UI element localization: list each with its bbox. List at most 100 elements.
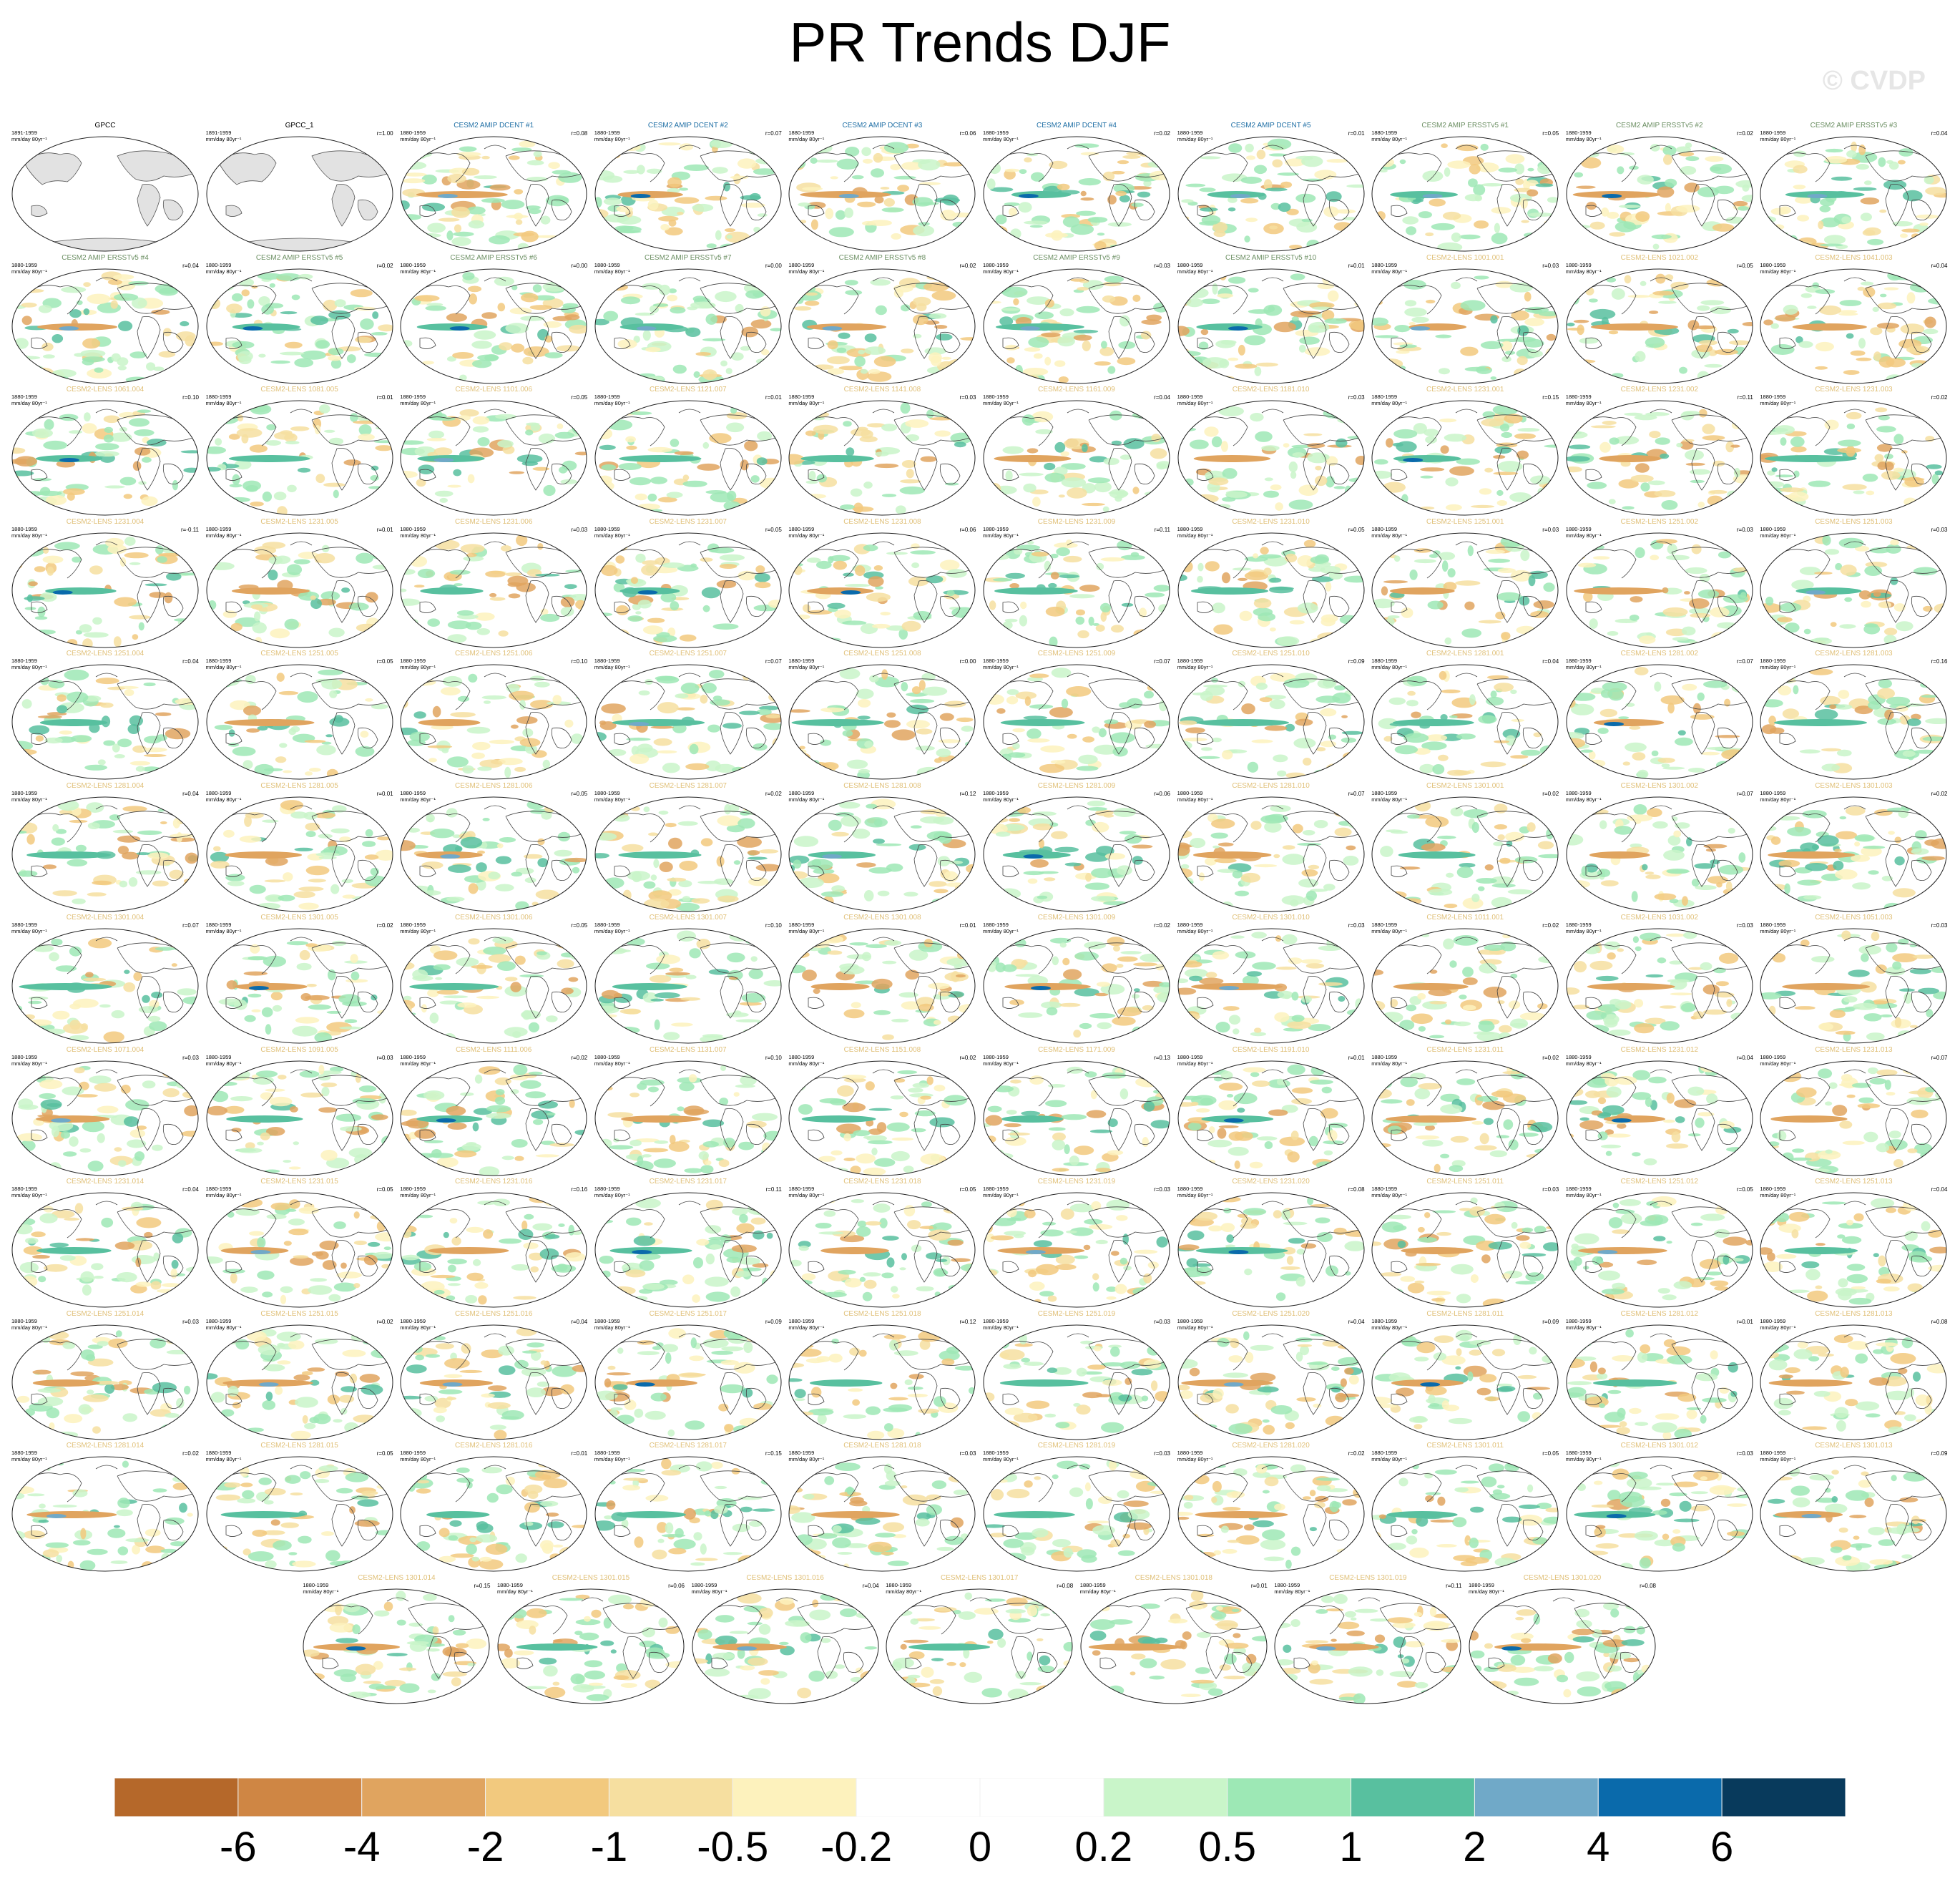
trend-patch xyxy=(234,459,252,470)
coastline xyxy=(311,810,388,842)
trend-patch xyxy=(676,211,684,215)
coastline xyxy=(552,463,572,485)
precip-trend-field xyxy=(218,150,388,251)
panel-period: 1880-1959 xyxy=(11,525,37,532)
trend-patch xyxy=(763,766,775,772)
map-panel: CESM2 AMIP DCENT #3 1880-1959 mm/day 80yr⁻… xyxy=(787,122,977,253)
trend-patch xyxy=(1568,444,1590,449)
trend-patch xyxy=(136,851,150,855)
coastline xyxy=(1088,546,1165,578)
trend-patch xyxy=(474,175,498,180)
trend-patch xyxy=(760,348,769,355)
trend-patch xyxy=(1817,834,1840,846)
trend-patch xyxy=(1269,627,1276,632)
trend-patch xyxy=(1200,298,1220,304)
trend-patch xyxy=(1119,454,1132,460)
map-border xyxy=(1760,136,1947,252)
trend-patch xyxy=(1057,336,1075,346)
trend-patch xyxy=(438,218,460,222)
map-border xyxy=(983,532,1170,648)
trend-patch xyxy=(1160,290,1170,299)
trend-patch xyxy=(1864,622,1878,627)
trend-patch xyxy=(1273,854,1280,858)
trend-patch xyxy=(764,675,781,679)
trend-patch xyxy=(765,1035,781,1042)
trend-patch xyxy=(1008,768,1017,772)
trend-patch xyxy=(1924,175,1934,185)
trend-patch xyxy=(1723,594,1748,603)
trend-patch xyxy=(1572,803,1583,813)
trend-patch xyxy=(1916,766,1936,778)
trend-patch xyxy=(1035,429,1053,434)
trend-patch xyxy=(1640,482,1650,492)
trend-patch xyxy=(111,353,121,362)
trend-patch xyxy=(401,588,407,592)
trend-patch xyxy=(1263,179,1273,190)
trend-patch xyxy=(956,886,976,899)
trend-patch xyxy=(1655,437,1670,445)
trend-patch xyxy=(1304,346,1330,356)
panel-correlation: r=0.08 xyxy=(571,130,588,137)
trend-patch xyxy=(331,804,347,813)
trend-patch xyxy=(875,676,900,688)
trend-patch xyxy=(1820,695,1841,706)
trend-patch xyxy=(1911,848,1929,855)
coastline xyxy=(1496,448,1521,491)
trend-patch xyxy=(1599,708,1617,718)
trend-patch xyxy=(645,962,670,969)
trend-patch xyxy=(1858,145,1866,155)
trend-patch xyxy=(803,604,811,612)
trend-patch xyxy=(1505,350,1516,355)
trend-patch xyxy=(373,773,384,777)
trend-patch xyxy=(1140,404,1148,414)
trend-patch xyxy=(1200,328,1208,335)
trend-patch xyxy=(107,686,125,690)
trend-patch xyxy=(740,346,751,351)
trend-patch xyxy=(328,690,337,698)
trend-patch xyxy=(87,821,100,829)
robinson-map xyxy=(206,268,393,383)
trend-patch xyxy=(1854,841,1861,846)
equatorial-band xyxy=(1774,719,1868,726)
trend-patch xyxy=(1037,895,1048,899)
precip-trend-field xyxy=(789,139,974,250)
trend-patch xyxy=(765,714,781,719)
coastline xyxy=(1717,595,1738,617)
trend-patch xyxy=(642,625,663,635)
trend-patch xyxy=(1343,808,1353,819)
trend-patch xyxy=(441,687,461,695)
trend-patch xyxy=(829,227,855,238)
trend-patch xyxy=(1011,375,1024,383)
trend-patch xyxy=(901,162,923,170)
trend-patch xyxy=(857,426,868,431)
panel-units: mm/day 80yr⁻¹ xyxy=(594,664,630,670)
trend-patch xyxy=(476,627,491,635)
trend-patch xyxy=(1657,300,1677,304)
trend-patch xyxy=(1803,894,1822,899)
panel-correlation: r=0.06 xyxy=(959,526,976,533)
trend-patch xyxy=(1900,233,1908,238)
coastline xyxy=(552,595,572,617)
trend-patch xyxy=(1429,198,1446,207)
trend-patch xyxy=(401,471,418,479)
trend-patch xyxy=(1276,172,1299,176)
trend-patch xyxy=(515,219,523,225)
trend-patch xyxy=(284,341,303,348)
panel-units: mm/day 80yr⁻¹ xyxy=(983,268,1019,275)
trend-patch xyxy=(1008,801,1016,812)
trend-patch xyxy=(1634,414,1657,421)
trend-patch xyxy=(958,403,976,413)
trend-patch xyxy=(1222,468,1238,479)
trend-patch xyxy=(1027,878,1038,884)
trend-patch xyxy=(572,1034,587,1038)
trend-patch xyxy=(833,560,848,570)
trend-patch xyxy=(1346,845,1356,850)
trend-patch xyxy=(1697,589,1719,598)
coastline xyxy=(801,812,859,842)
trend-patch xyxy=(141,496,158,507)
trend-patch xyxy=(936,240,949,248)
trend-patch xyxy=(529,304,553,310)
trend-patch xyxy=(1372,317,1389,326)
trend-patch xyxy=(1323,318,1347,324)
trend-patch xyxy=(358,424,372,436)
